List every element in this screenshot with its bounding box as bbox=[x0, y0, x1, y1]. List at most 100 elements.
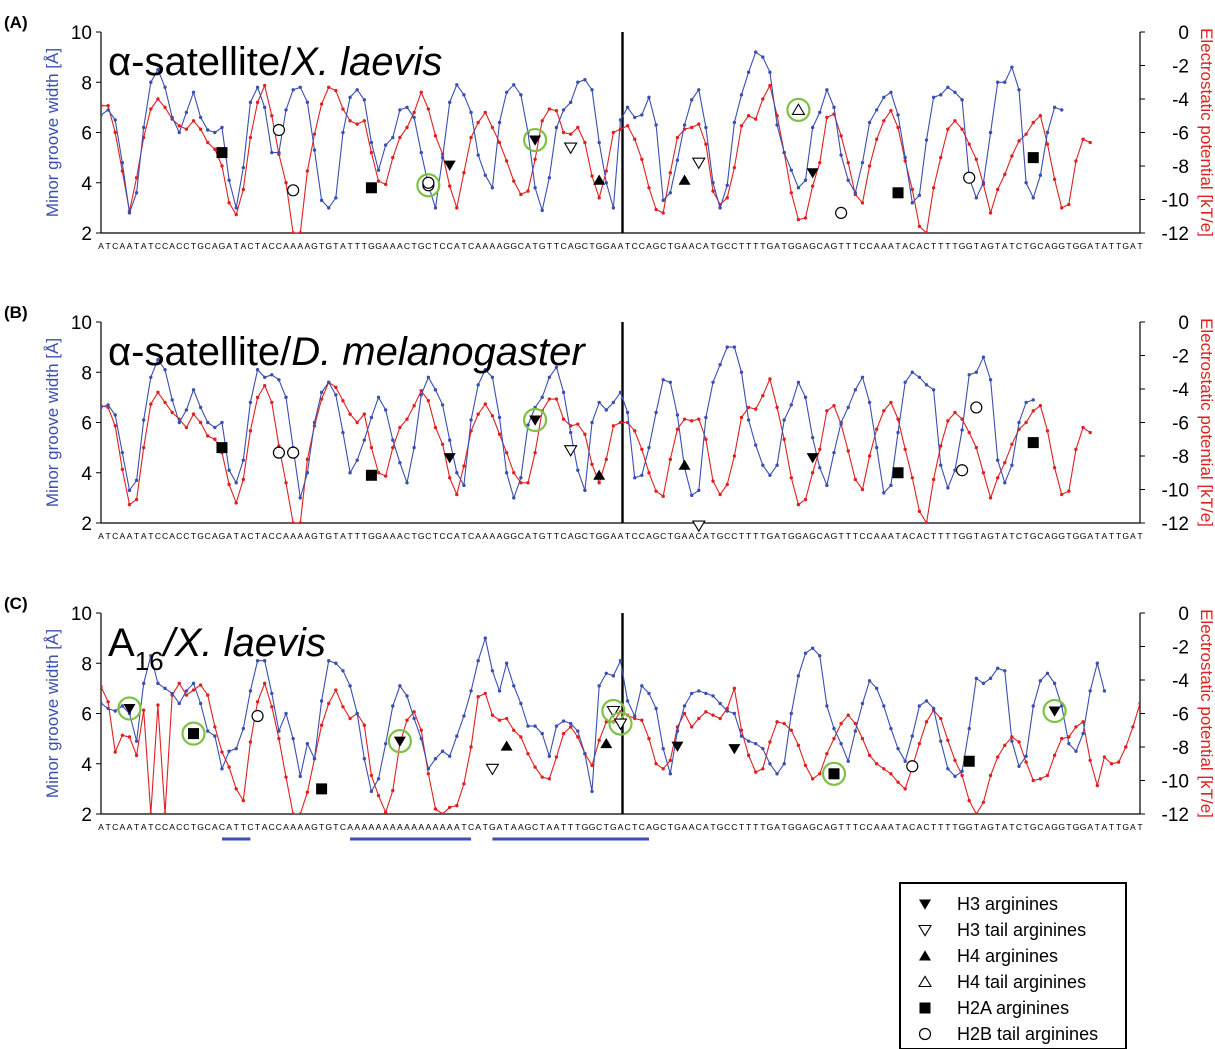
marker-h2a bbox=[963, 755, 975, 767]
sequence-letter: A bbox=[917, 241, 923, 251]
data-point bbox=[227, 201, 231, 205]
marker-h3-tail bbox=[691, 157, 706, 170]
chart-panel: 2 4 6 8 10 0 -2 -4 -6 -8 -10 -12 Minor groove width … bbox=[4, 13, 1215, 251]
sequence-letter: A bbox=[917, 531, 923, 541]
sequence-letter: T bbox=[1116, 531, 1122, 541]
sequence-letter: T bbox=[846, 822, 852, 832]
data-point bbox=[1017, 88, 1021, 92]
data-point bbox=[939, 155, 943, 160]
sequence-letter: T bbox=[411, 531, 417, 541]
data-point bbox=[362, 757, 367, 761]
data-point bbox=[327, 701, 331, 706]
data-point bbox=[127, 488, 132, 493]
highlight-circle bbox=[181, 721, 206, 746]
data-point bbox=[718, 701, 722, 706]
data-point bbox=[101, 701, 103, 706]
data-point bbox=[305, 169, 310, 173]
data-point bbox=[1010, 442, 1014, 446]
data-point bbox=[1010, 739, 1014, 743]
data-point bbox=[476, 383, 480, 387]
sequence-letter: C bbox=[162, 241, 168, 251]
marker-h3 bbox=[443, 160, 456, 171]
sequence-letter: G bbox=[368, 531, 375, 541]
data-point bbox=[448, 438, 452, 442]
data-point bbox=[789, 711, 793, 716]
data-point bbox=[661, 198, 665, 203]
data-point bbox=[519, 476, 523, 480]
sequence-letter: T bbox=[974, 531, 980, 541]
right-axis-title: Electrostatic potential [kT/e] bbox=[1197, 609, 1215, 818]
data-point bbox=[1060, 492, 1064, 497]
sequence-letter: T bbox=[255, 822, 261, 832]
data-point bbox=[497, 140, 502, 145]
data-point bbox=[1124, 745, 1128, 749]
sequence-letter: G bbox=[717, 531, 724, 541]
sequence-letter: C bbox=[404, 241, 410, 251]
data-point bbox=[440, 403, 445, 407]
sequence-letter: A bbox=[803, 241, 809, 251]
sequence-letter: A bbox=[226, 822, 232, 832]
data-point bbox=[234, 746, 238, 751]
data-point bbox=[312, 132, 317, 136]
data-point bbox=[675, 729, 680, 733]
sequence-letter: A bbox=[1087, 241, 1093, 251]
data-point bbox=[1003, 743, 1007, 748]
data-point bbox=[860, 201, 865, 205]
data-point bbox=[504, 716, 509, 721]
sequence-letter: C bbox=[439, 241, 445, 251]
sequence-letter: T bbox=[1066, 531, 1072, 541]
sequence-letter: A bbox=[283, 531, 289, 541]
data-point bbox=[298, 812, 302, 814]
data-point bbox=[640, 447, 644, 451]
data-point bbox=[853, 729, 858, 733]
data-point bbox=[284, 181, 288, 185]
data-point bbox=[953, 468, 957, 472]
sequence-letter: G bbox=[197, 241, 204, 251]
data-point bbox=[839, 420, 843, 425]
data-point bbox=[1038, 404, 1043, 408]
data-point bbox=[540, 119, 544, 123]
data-point bbox=[405, 417, 409, 421]
panel-title-italic: D. melanogaster bbox=[291, 330, 586, 374]
sequence-letter: A bbox=[283, 822, 289, 832]
legend: H3 arginines H3 tail arginines H4 arginine… bbox=[899, 882, 1127, 1049]
sequence-letter: T bbox=[1137, 531, 1143, 541]
sequence-letter: A bbox=[482, 241, 488, 251]
data-point bbox=[832, 105, 836, 110]
data-point bbox=[547, 176, 552, 180]
data-point bbox=[270, 150, 274, 155]
data-point bbox=[1088, 140, 1092, 145]
sequence-letter: A bbox=[803, 531, 809, 541]
data-point bbox=[490, 669, 495, 673]
sequence-letter: T bbox=[1024, 241, 1030, 251]
marker-h2a bbox=[365, 182, 377, 194]
legend-label: H2A arginines bbox=[957, 998, 1069, 1018]
data-point bbox=[704, 415, 708, 420]
data-point bbox=[1031, 704, 1035, 708]
data-point bbox=[462, 93, 466, 97]
data-point bbox=[277, 736, 281, 741]
data-point bbox=[319, 699, 324, 703]
data-point bbox=[405, 481, 409, 485]
data-point bbox=[675, 427, 680, 431]
data-point bbox=[412, 404, 416, 408]
data-point bbox=[184, 425, 189, 430]
sequence-letter: C bbox=[639, 822, 645, 832]
data-point bbox=[241, 798, 246, 803]
data-point bbox=[803, 395, 808, 400]
sequence-letter: T bbox=[632, 822, 638, 832]
data-point bbox=[540, 208, 544, 213]
data-point bbox=[270, 705, 274, 709]
data-point bbox=[1060, 108, 1064, 112]
data-point bbox=[177, 681, 181, 686]
data-point bbox=[519, 192, 523, 197]
data-point bbox=[1038, 114, 1043, 118]
data-point bbox=[704, 691, 708, 696]
marker-h2a bbox=[188, 728, 200, 740]
data-point bbox=[156, 67, 160, 72]
data-point bbox=[341, 430, 345, 435]
data-point bbox=[547, 375, 552, 379]
data-point bbox=[504, 471, 509, 475]
marker-h3-tail bbox=[485, 763, 500, 776]
data-point bbox=[633, 716, 637, 721]
